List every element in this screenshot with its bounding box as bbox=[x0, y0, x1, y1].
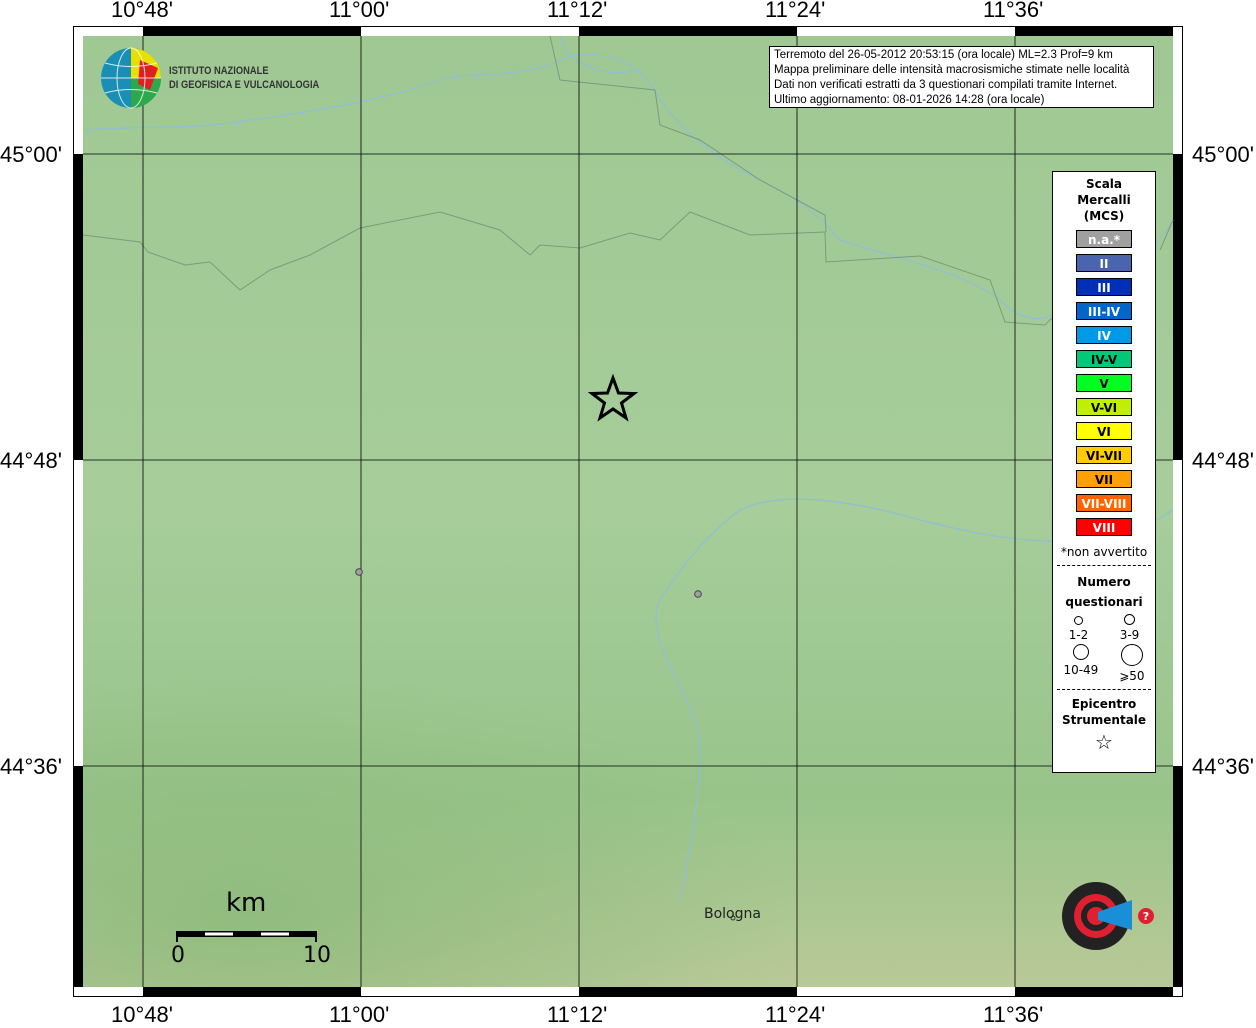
epicenter-title: Strumentale bbox=[1061, 713, 1147, 727]
lon-tick-bottom: 11°00' bbox=[329, 1002, 390, 1027]
legend-title: Mercalli bbox=[1077, 193, 1131, 207]
intensity-swatch: III-IV bbox=[1076, 302, 1132, 320]
lon-tick-bottom: 11°12' bbox=[547, 1002, 608, 1027]
lon-tick-top: 11°36' bbox=[983, 0, 1044, 22]
locality-marker[interactable] bbox=[694, 590, 702, 598]
intensity-swatch: VII bbox=[1076, 470, 1132, 488]
divider bbox=[1057, 689, 1151, 690]
lon-tick-top: 10°48' bbox=[111, 0, 173, 22]
intensity-swatch: IV-V bbox=[1076, 350, 1132, 368]
scale-start: 0 bbox=[171, 943, 185, 968]
lon-tick-top: 11°24' bbox=[765, 0, 826, 22]
info-line4: Ultimo aggiornamento: 08-01-2026 14:28 (… bbox=[774, 94, 1045, 106]
size-label: 3-9 bbox=[1119, 628, 1140, 642]
size-label: 10-49 bbox=[1063, 663, 1099, 677]
count-title: Numero bbox=[1077, 575, 1131, 589]
intensity-swatch: IV bbox=[1076, 326, 1132, 344]
scale-end: 10 bbox=[303, 943, 331, 968]
legend: Scala Mercalli (MCS) n.a.* II III III-IV IV I… bbox=[1052, 171, 1156, 773]
lon-tick-bottom: 11°36' bbox=[983, 1002, 1044, 1027]
intensity-swatch: VI-VII bbox=[1076, 446, 1132, 464]
hills bbox=[83, 500, 1173, 987]
circle-medium-icon bbox=[1123, 614, 1135, 625]
na-note: *non avvertito bbox=[1060, 545, 1148, 559]
epicenter-title: Epicentro bbox=[1071, 697, 1137, 711]
lon-tick-bottom: 11°24' bbox=[765, 1002, 826, 1027]
intensity-swatch: n.a.* bbox=[1076, 230, 1132, 248]
size-legend: 10-49 ⩾50 bbox=[1053, 644, 1155, 683]
info-line3: Dati non verificati estratti da 3 questi… bbox=[774, 79, 1118, 91]
legend-title: (MCS) bbox=[1083, 209, 1125, 223]
intensity-swatch: VII-VIII bbox=[1076, 494, 1132, 512]
lon-tick-top: 11°12' bbox=[547, 0, 608, 22]
frame-ticks bbox=[74, 27, 1182, 996]
ingv-line2: DI GEOFISICA E VULCANOLOGIA bbox=[169, 79, 320, 91]
event-info-box: Terremoto del 26-05-2012 20:53:15 (ora l… bbox=[769, 46, 1154, 108]
bologna-marker bbox=[730, 915, 736, 921]
circle-small-icon bbox=[1073, 616, 1083, 625]
size-label: 1-2 bbox=[1068, 628, 1089, 642]
epicenter-star-icon[interactable] bbox=[587, 373, 639, 422]
scale-unit: km bbox=[226, 888, 267, 918]
lat-tick-right: 45°00' bbox=[1192, 142, 1254, 167]
intensity-swatch: VIII bbox=[1076, 518, 1132, 536]
intensity-swatch: III bbox=[1076, 278, 1132, 296]
info-line2: Mappa preliminare delle intensità macros… bbox=[774, 64, 1130, 76]
legend-title: Scala bbox=[1085, 177, 1123, 191]
svg-text:?: ? bbox=[1143, 910, 1149, 923]
intensity-swatches: n.a.* II III III-IV IV IV-V V V-VI VI VI-VII VII VI… bbox=[1053, 230, 1155, 536]
epicenter-star-legend-icon: ☆ bbox=[1095, 730, 1113, 754]
graticule bbox=[83, 36, 1173, 987]
lon-tick-bottom: 10°48' bbox=[111, 1002, 173, 1027]
circle-large-icon bbox=[1072, 644, 1089, 660]
lat-tick-right: 44°36' bbox=[1192, 754, 1254, 779]
lon-tick-top: 11°00' bbox=[329, 0, 390, 22]
count-title: questionari bbox=[1065, 595, 1143, 609]
divider bbox=[1057, 565, 1151, 566]
admin-borders bbox=[82, 35, 1174, 326]
ingv-logo-text: ISTITUTO NAZIONALE DI GEOFISICA E VULCAN… bbox=[169, 64, 319, 92]
intensity-swatch: V-VI bbox=[1076, 398, 1132, 416]
ingv-logo-globe-icon bbox=[101, 47, 161, 109]
ingv-line1: ISTITUTO NAZIONALE bbox=[169, 65, 269, 77]
city-label-bologna: Bologna bbox=[704, 906, 761, 922]
lat-tick-left: 45°00' bbox=[0, 142, 62, 167]
lat-tick-left: 44°48' bbox=[0, 448, 62, 473]
hsit-logo-icon: ? bbox=[1062, 882, 1154, 950]
scale-bar bbox=[176, 931, 317, 942]
lat-tick-right: 44°48' bbox=[1192, 448, 1254, 473]
intensity-swatch: II bbox=[1076, 254, 1132, 272]
intensity-swatch: V bbox=[1076, 374, 1132, 392]
lat-tick-left: 44°36' bbox=[0, 754, 62, 779]
size-legend: 1-2 3-9 bbox=[1053, 614, 1155, 642]
info-line1: Terremoto del 26-05-2012 20:53:15 (ora l… bbox=[774, 49, 1113, 61]
locality-marker[interactable] bbox=[355, 568, 363, 576]
size-label: ⩾50 bbox=[1119, 669, 1145, 683]
intensity-swatch: VI bbox=[1076, 422, 1132, 440]
rivers bbox=[82, 35, 1174, 901]
circle-xlarge-icon bbox=[1120, 644, 1143, 666]
